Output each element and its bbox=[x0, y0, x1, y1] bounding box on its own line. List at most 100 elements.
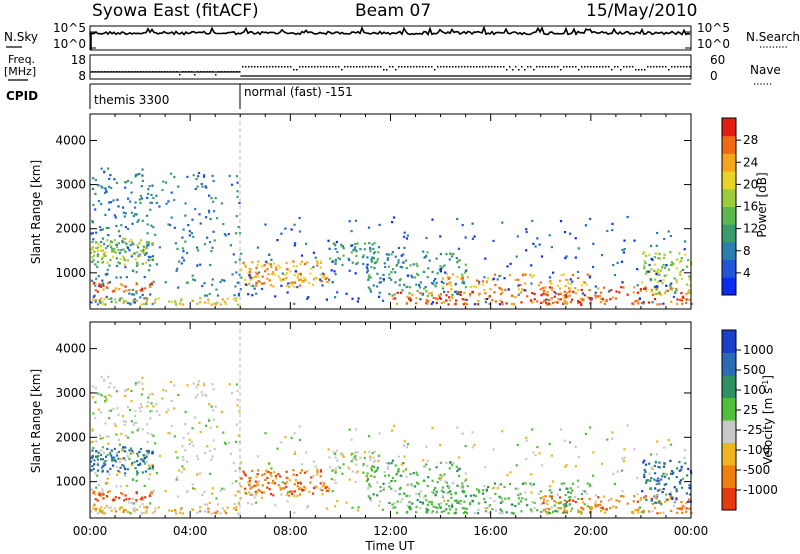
power-cell bbox=[543, 299, 546, 302]
velocity-cell bbox=[190, 440, 193, 443]
power-cell bbox=[564, 294, 567, 297]
velocity-cell bbox=[422, 459, 425, 462]
power-cell bbox=[148, 258, 152, 261]
power-cell bbox=[611, 229, 614, 232]
velocity-cell bbox=[146, 431, 149, 435]
velocity-cell bbox=[553, 499, 556, 503]
power-cell bbox=[594, 291, 597, 294]
velocity-cell bbox=[589, 483, 592, 486]
velocity-cell bbox=[129, 452, 132, 455]
power-cell bbox=[620, 260, 624, 263]
power-cell bbox=[208, 194, 211, 197]
power-cell bbox=[574, 256, 577, 259]
power-cell bbox=[107, 282, 110, 285]
power-cell bbox=[443, 301, 446, 304]
power-cell bbox=[314, 256, 317, 259]
power-cell bbox=[539, 281, 542, 284]
velocity-cell bbox=[351, 506, 354, 509]
power-cell bbox=[590, 297, 593, 300]
power-cell bbox=[450, 295, 454, 298]
nave-point bbox=[341, 69, 343, 71]
velocity-cell bbox=[685, 510, 688, 513]
nave-point bbox=[392, 66, 394, 68]
velocity-cell bbox=[272, 479, 275, 482]
power-cell bbox=[257, 274, 260, 278]
power-cell bbox=[199, 263, 202, 266]
velocity-cell bbox=[248, 476, 251, 480]
x-axis-label: Time UT bbox=[364, 539, 415, 553]
power-cell bbox=[589, 274, 592, 278]
power-cell bbox=[94, 208, 97, 211]
power-cell bbox=[107, 226, 110, 229]
power-cell bbox=[306, 261, 309, 264]
power-cell bbox=[182, 259, 186, 262]
power-cell bbox=[331, 260, 334, 263]
power-cell bbox=[594, 294, 597, 297]
velocity-cell bbox=[286, 481, 289, 484]
velocity-cell bbox=[471, 500, 475, 503]
velocity-cell bbox=[170, 380, 173, 384]
power-cell bbox=[672, 262, 675, 265]
power-cell bbox=[657, 257, 660, 260]
velocity-cell bbox=[114, 460, 118, 463]
nave-point bbox=[314, 66, 316, 68]
velocity-cell bbox=[409, 473, 412, 476]
power-cell bbox=[580, 297, 583, 300]
velocity-cell bbox=[256, 481, 259, 484]
power-cell bbox=[558, 287, 562, 290]
power-cell bbox=[370, 258, 373, 261]
velocity-cell bbox=[104, 422, 107, 425]
power-cell bbox=[118, 288, 121, 291]
velocity-cell bbox=[273, 471, 276, 474]
velocity-cell bbox=[211, 383, 214, 386]
velocity-cell bbox=[523, 498, 526, 501]
velocity-cell bbox=[435, 490, 438, 493]
velocity-cell bbox=[137, 455, 140, 458]
power-cell bbox=[158, 205, 161, 208]
power-cell bbox=[657, 292, 660, 295]
velocity-cell bbox=[400, 463, 403, 466]
velocity-cell bbox=[525, 457, 528, 461]
velocity-cell bbox=[401, 498, 404, 501]
nave-point bbox=[665, 66, 667, 68]
velocity-cell bbox=[604, 508, 607, 511]
velocity-cell bbox=[558, 488, 562, 491]
velocity-cell bbox=[196, 473, 199, 476]
power-cell bbox=[203, 243, 207, 246]
velocity-cell bbox=[597, 504, 600, 507]
velocity-cell bbox=[178, 469, 181, 472]
velocity-cell bbox=[658, 466, 661, 469]
power-cell bbox=[431, 218, 434, 221]
velocity-cell bbox=[135, 473, 139, 476]
velocity-cell bbox=[421, 501, 424, 504]
velocity-cell bbox=[440, 476, 443, 479]
velocity-cell bbox=[637, 511, 640, 514]
power-cell bbox=[559, 292, 562, 295]
power-cell bbox=[175, 303, 178, 306]
power-cell bbox=[457, 292, 460, 295]
velocity-cell bbox=[108, 473, 111, 476]
velocity-cell bbox=[432, 505, 435, 508]
velocity-cell bbox=[244, 487, 247, 490]
power-cell bbox=[379, 277, 382, 280]
colorbar-tick-label: 12 bbox=[743, 222, 758, 236]
velocity-cell bbox=[403, 440, 406, 443]
power-cell bbox=[504, 288, 507, 291]
velocity-cell bbox=[679, 482, 682, 485]
velocity-cell bbox=[335, 449, 338, 452]
velocity-cell bbox=[135, 491, 138, 494]
velocity-cell bbox=[552, 480, 555, 483]
power-cell bbox=[155, 263, 158, 266]
velocity-cell bbox=[350, 438, 353, 441]
power-cell bbox=[315, 277, 318, 280]
velocity-cell bbox=[146, 405, 149, 408]
velocity-cell bbox=[669, 496, 672, 499]
power-cell bbox=[118, 299, 121, 302]
velocity-cell bbox=[90, 441, 93, 444]
velocity-cell bbox=[237, 503, 240, 506]
power-cell bbox=[369, 290, 372, 293]
power-cell bbox=[149, 255, 152, 259]
velocity-cell bbox=[182, 468, 186, 471]
velocity-cell bbox=[248, 479, 251, 482]
